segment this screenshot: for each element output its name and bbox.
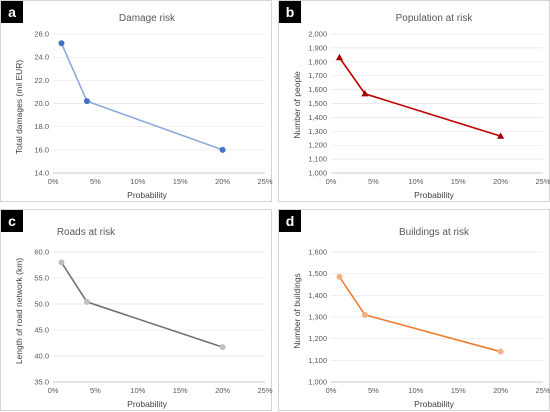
- x-tick-label: 5%: [368, 177, 379, 186]
- y-tick-label: 18.0: [34, 122, 49, 131]
- data-point: [335, 53, 344, 61]
- x-tick-label: 0%: [48, 177, 59, 186]
- y-tick-label: 1,800: [308, 57, 327, 66]
- x-tick-label: 20%: [215, 177, 230, 186]
- y-tick-label: 1,300: [308, 313, 327, 322]
- x-tick-label: 5%: [90, 177, 101, 186]
- y-tick-label: 20.0: [34, 99, 49, 108]
- chart-title: Population at risk: [396, 13, 474, 24]
- y-tick-label: 22.0: [34, 76, 49, 85]
- data-point: [219, 344, 226, 351]
- data-point: [58, 259, 65, 266]
- y-axis-label: Number of buildings: [292, 273, 302, 349]
- damage-risk-chart: 14.0 16.0 18.0 20.0 22.0 24.0 26.0 0% 5% 10% 15% 20…: [14, 13, 273, 200]
- y-tick-label: 14.0: [34, 169, 49, 178]
- buildings-risk-panel: 1,000 1,100 1,200 1,300 1,400 1,500 1,600 0% 5% 1…: [278, 209, 550, 411]
- y-tick-label: 45.0: [34, 326, 49, 335]
- population-risk-panel: 1,000 1,100 1,200 1,300 1,400 1,500 1,600 1,700…: [278, 0, 550, 202]
- x-tick-label: 0%: [326, 177, 337, 186]
- y-tick-label: 26.0: [34, 30, 49, 39]
- x-tick-label: 15%: [451, 177, 466, 186]
- panel-label: a: [1, 1, 23, 23]
- y-tick-label: 2,000: [308, 30, 327, 39]
- x-tick-label: 0%: [48, 386, 59, 395]
- roads-risk-chart: 35.0 40.0 45.0 50.0 55.0 60.0 0% 5% 10% 15% 20% 25%…: [14, 227, 273, 409]
- y-tick-label: 1,200: [308, 334, 327, 343]
- x-tick-label: 20%: [493, 177, 508, 186]
- chart-title: Roads at risk: [57, 227, 116, 238]
- y-tick-label: 55.0: [34, 274, 49, 283]
- data-point: [83, 298, 90, 305]
- x-tick-label: 15%: [451, 386, 466, 395]
- x-tick-label: 5%: [368, 386, 379, 395]
- chart-title: Damage risk: [119, 13, 176, 24]
- x-tick-label: 0%: [326, 386, 337, 395]
- y-tick-label: 35.0: [34, 378, 49, 387]
- x-tick-label: 25%: [535, 177, 550, 186]
- y-axis-label: Total damages (mil EUR): [14, 60, 24, 155]
- y-tick-label: 24.0: [34, 53, 49, 62]
- y-tick-label: 1,500: [308, 269, 327, 278]
- series-line: [60, 42, 223, 151]
- y-tick-label: 1,000: [308, 378, 327, 387]
- y-tick-label: 1,600: [308, 248, 327, 257]
- data-point: [497, 348, 504, 355]
- data-point: [336, 273, 343, 280]
- x-tick-label: 10%: [130, 177, 145, 186]
- y-tick-label: 1,700: [308, 71, 327, 80]
- roads-risk-panel: 35.0 40.0 45.0 50.0 55.0 60.0 0% 5% 10% 15% 20% 25%…: [0, 209, 273, 411]
- x-tick-label: 20%: [215, 386, 230, 395]
- buildings-risk-chart: 1,000 1,100 1,200 1,300 1,400 1,500 1,600 0% 5% 1…: [292, 227, 550, 409]
- x-tick-label: 10%: [130, 386, 145, 395]
- y-tick-label: 1,400: [308, 291, 327, 300]
- x-axis-label: Probability: [127, 399, 167, 409]
- x-axis-label: Probability: [127, 190, 167, 200]
- panel-label: b: [279, 1, 301, 23]
- x-tick-label: 10%: [408, 177, 423, 186]
- y-tick-label: 40.0: [34, 352, 49, 361]
- data-point: [361, 89, 369, 97]
- data-point: [219, 146, 226, 153]
- x-tick-label: 25%: [535, 386, 550, 395]
- y-axis-label: Length of road network (km): [14, 258, 24, 364]
- y-tick-label: 1,100: [308, 155, 327, 164]
- y-tick-label: 1,100: [308, 356, 327, 365]
- y-tick-label: 1,200: [308, 141, 327, 150]
- data-point: [361, 311, 368, 318]
- y-tick-label: 1,600: [308, 85, 327, 94]
- y-axis-label: Number of people: [292, 71, 302, 139]
- y-tick-label: 1,400: [308, 113, 327, 122]
- series-line: [338, 57, 501, 137]
- x-tick-label: 15%: [173, 386, 188, 395]
- damage-risk-panel: 14.0 16.0 18.0 20.0 22.0 24.0 26.0 0% 5% 10% 15% 20…: [0, 0, 273, 202]
- data-point: [83, 98, 90, 105]
- data-point: [497, 132, 505, 139]
- y-tick-label: 1,300: [308, 127, 327, 136]
- y-tick-label: 60.0: [34, 248, 49, 257]
- x-tick-label: 10%: [408, 386, 423, 395]
- x-tick-label: 25%: [257, 177, 272, 186]
- data-point: [58, 40, 65, 47]
- x-tick-label: 15%: [173, 177, 188, 186]
- y-tick-label: 50.0: [34, 300, 49, 309]
- x-tick-label: 25%: [257, 386, 272, 395]
- y-tick-label: 1,900: [308, 43, 327, 52]
- panel-label: d: [279, 210, 301, 232]
- y-tick-label: 1,000: [308, 169, 327, 178]
- y-tick-label: 16.0: [34, 145, 49, 154]
- x-tick-label: 20%: [493, 386, 508, 395]
- population-risk-chart: 1,000 1,100 1,200 1,300 1,400 1,500 1,600 1,700…: [292, 13, 550, 200]
- series-line: [60, 261, 223, 348]
- x-tick-label: 5%: [90, 386, 101, 395]
- x-axis-label: Probability: [414, 399, 454, 409]
- y-tick-label: 1,500: [308, 99, 327, 108]
- x-axis-label: Probability: [414, 190, 454, 200]
- chart-title: Buildings at risk: [399, 227, 470, 238]
- panel-label: c: [1, 210, 23, 232]
